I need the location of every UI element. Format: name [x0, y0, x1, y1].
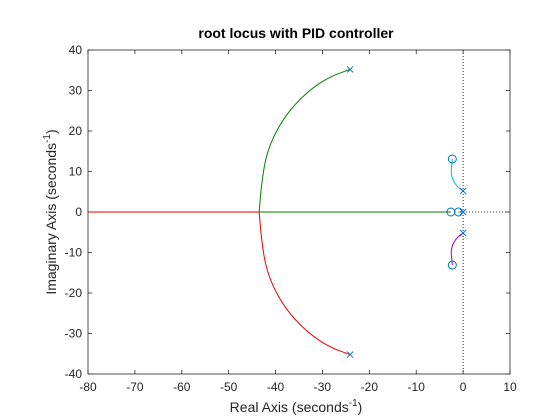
y-tick-label: 40 — [69, 43, 83, 57]
x-axis-label: Real Axis (seconds-1) — [230, 398, 363, 415]
locus-branch-red — [258, 211, 351, 356]
pole-marker — [459, 229, 467, 237]
x-axis-label-end: ) — [358, 399, 363, 415]
pole-marker — [346, 351, 354, 358]
x-tick-label: -10 — [408, 380, 426, 394]
x-tick-label: -80 — [79, 380, 97, 394]
y-axis-label-superscript: -1 — [42, 134, 53, 143]
zero-marker — [447, 260, 457, 270]
zero-marker — [453, 207, 463, 217]
chart-title: root locus with PID controller — [198, 25, 394, 41]
y-tick-label: -30 — [65, 327, 83, 341]
y-axis-label-end: ) — [43, 129, 59, 134]
pole-marker — [346, 66, 354, 73]
pole-marker — [459, 208, 467, 216]
x-tick-label: -50 — [220, 380, 238, 394]
x-tick-label: 0 — [460, 380, 467, 394]
y-tick-label: -20 — [65, 286, 83, 300]
y-tick-label: 10 — [69, 165, 83, 179]
y-tick-label: 0 — [75, 205, 82, 219]
x-tick-label: -60 — [173, 380, 191, 394]
y-axis-label-text: Imaginary Axis (seconds — [43, 143, 59, 295]
locus-branch-magenta — [450, 232, 464, 266]
x-tick-label: -20 — [361, 380, 379, 394]
x-tick-label: -40 — [267, 380, 285, 394]
pole-marker — [459, 187, 467, 195]
x-tick-label: 10 — [503, 380, 517, 394]
x-tick-label: -70 — [126, 380, 144, 394]
y-tick-label: 20 — [69, 124, 83, 138]
y-tick-label: -40 — [65, 367, 83, 381]
x-axis-label-superscript: -1 — [349, 398, 358, 409]
x-axis-label-text: Real Axis (seconds — [230, 399, 349, 415]
y-tick-label: 30 — [69, 84, 83, 98]
locus-branch-cyan — [450, 158, 464, 192]
zero-marker — [447, 154, 457, 164]
locus-branch-green — [258, 68, 351, 213]
y-axis-label: Imaginary Axis (seconds-1) — [42, 129, 59, 294]
plot-area: -80 -70 -60 -50 -40 -30 -20 -10 0 10 -40 -30 -20 -10 0… — [65, 43, 517, 394]
y-tick-label: -10 — [65, 246, 83, 260]
x-tick-label: -30 — [314, 380, 332, 394]
